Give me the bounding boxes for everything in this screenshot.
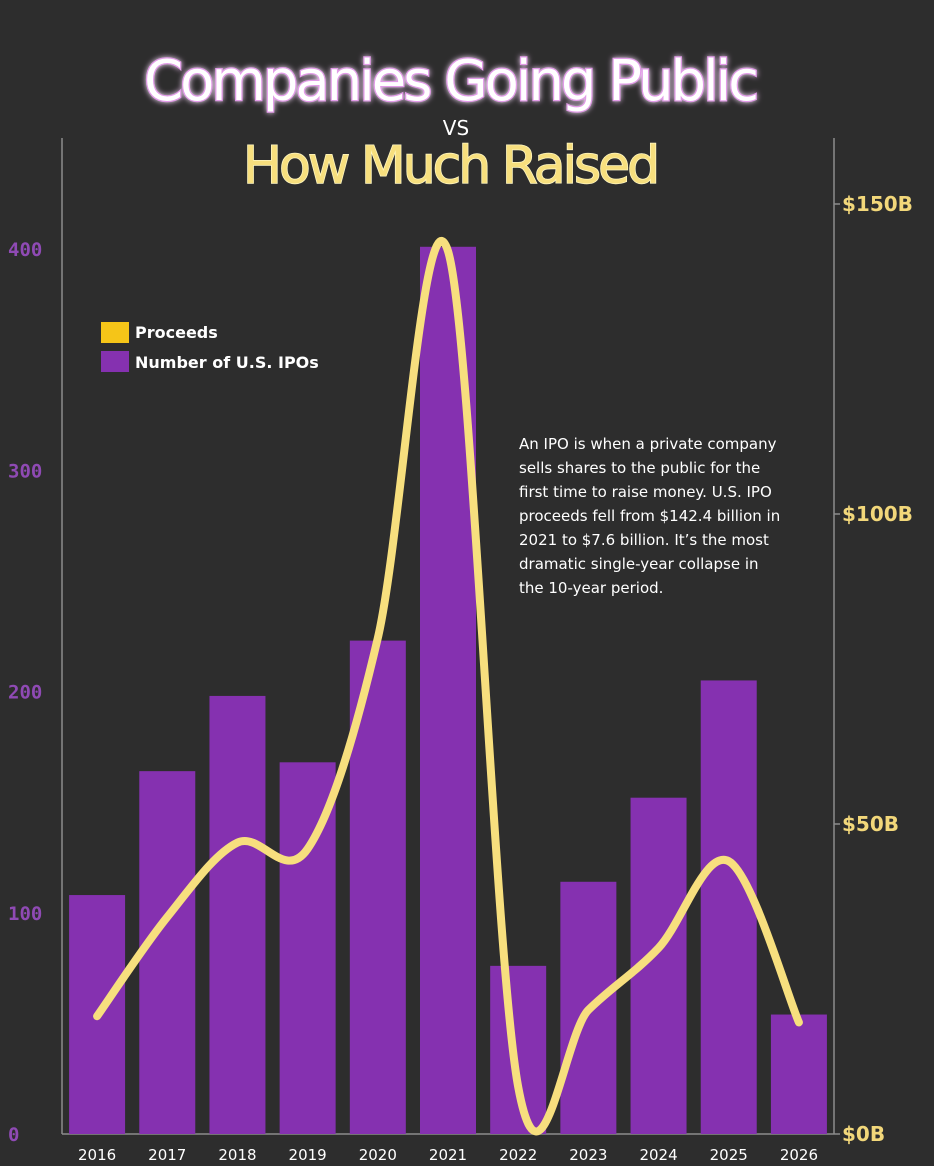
right-y-tick-label: $150B: [842, 192, 913, 216]
x-tick-label: 2025: [710, 1146, 748, 1164]
left-y-tick-label: 100: [8, 903, 42, 925]
x-tick-label: 2019: [289, 1146, 327, 1164]
left-y-ticks: 0 100 200 300 400: [8, 239, 42, 1146]
annotation-line: An IPO is when a private company: [519, 435, 777, 453]
annotation-line: sells shares to the public for the: [519, 459, 760, 477]
annotation-line: dramatic single-year collapse in: [519, 555, 759, 573]
x-ticks: 2016 2017 2018 2019 2020 2021 2022 2023 2024 2025…: [78, 1146, 818, 1164]
annotation-text: An IPO is when a private company sells s…: [519, 435, 780, 597]
x-tick-label: 2023: [569, 1146, 607, 1164]
x-tick-label: 2017: [148, 1146, 186, 1164]
legend-label-ipos: Number of U.S. IPOs: [135, 353, 319, 372]
bar-2017: [139, 771, 196, 1134]
right-y-tick-label: $50B: [842, 812, 899, 836]
chart-title-line1: Companies Going Public: [144, 49, 756, 114]
annotation-line: 2021 to $7.6 billion. It’s the most: [519, 531, 769, 549]
right-y-tick-label: $100B: [842, 502, 913, 526]
chart-title-line2: How Much Raised: [243, 136, 657, 196]
x-tick-label: 2020: [359, 1146, 397, 1164]
bar-2018: [209, 695, 266, 1134]
x-tick-label: 2021: [429, 1146, 467, 1164]
x-tick-label: 2016: [78, 1146, 116, 1164]
legend-label-proceeds: Proceeds: [135, 323, 218, 342]
bar-2022: [490, 965, 547, 1134]
x-tick-label: 2024: [639, 1146, 677, 1164]
bar-2019: [279, 762, 336, 1134]
annotation-line: the 10-year period.: [519, 579, 663, 597]
left-y-tick-label: 300: [8, 460, 42, 482]
chart-title-vs: VS: [443, 116, 469, 140]
bar-2026: [770, 1014, 827, 1134]
left-y-tick-label: 200: [8, 682, 42, 704]
x-tick-label: 2018: [218, 1146, 256, 1164]
legend-swatch-proceeds: [101, 322, 129, 343]
x-tick-label: 2022: [499, 1146, 537, 1164]
left-y-tick-label: 0: [8, 1124, 19, 1146]
legend: Proceeds Number of U.S. IPOs: [101, 322, 319, 372]
left-y-tick-label: 400: [8, 239, 42, 261]
legend-swatch-ipos: [101, 351, 129, 372]
bar-series: [69, 246, 827, 1135]
proceeds-line-series: [93, 237, 803, 1136]
annotation-line: proceeds fell from $142.4 billion in: [519, 507, 780, 525]
annotation-line: first time to raise money. U.S. IPO: [519, 483, 772, 501]
right-y-tick-label: $0B: [842, 1122, 885, 1146]
bar-2025: [700, 680, 757, 1134]
right-y-ticks: $0B $50B $100B $150B: [834, 192, 913, 1146]
x-tick-label: 2026: [780, 1146, 818, 1164]
